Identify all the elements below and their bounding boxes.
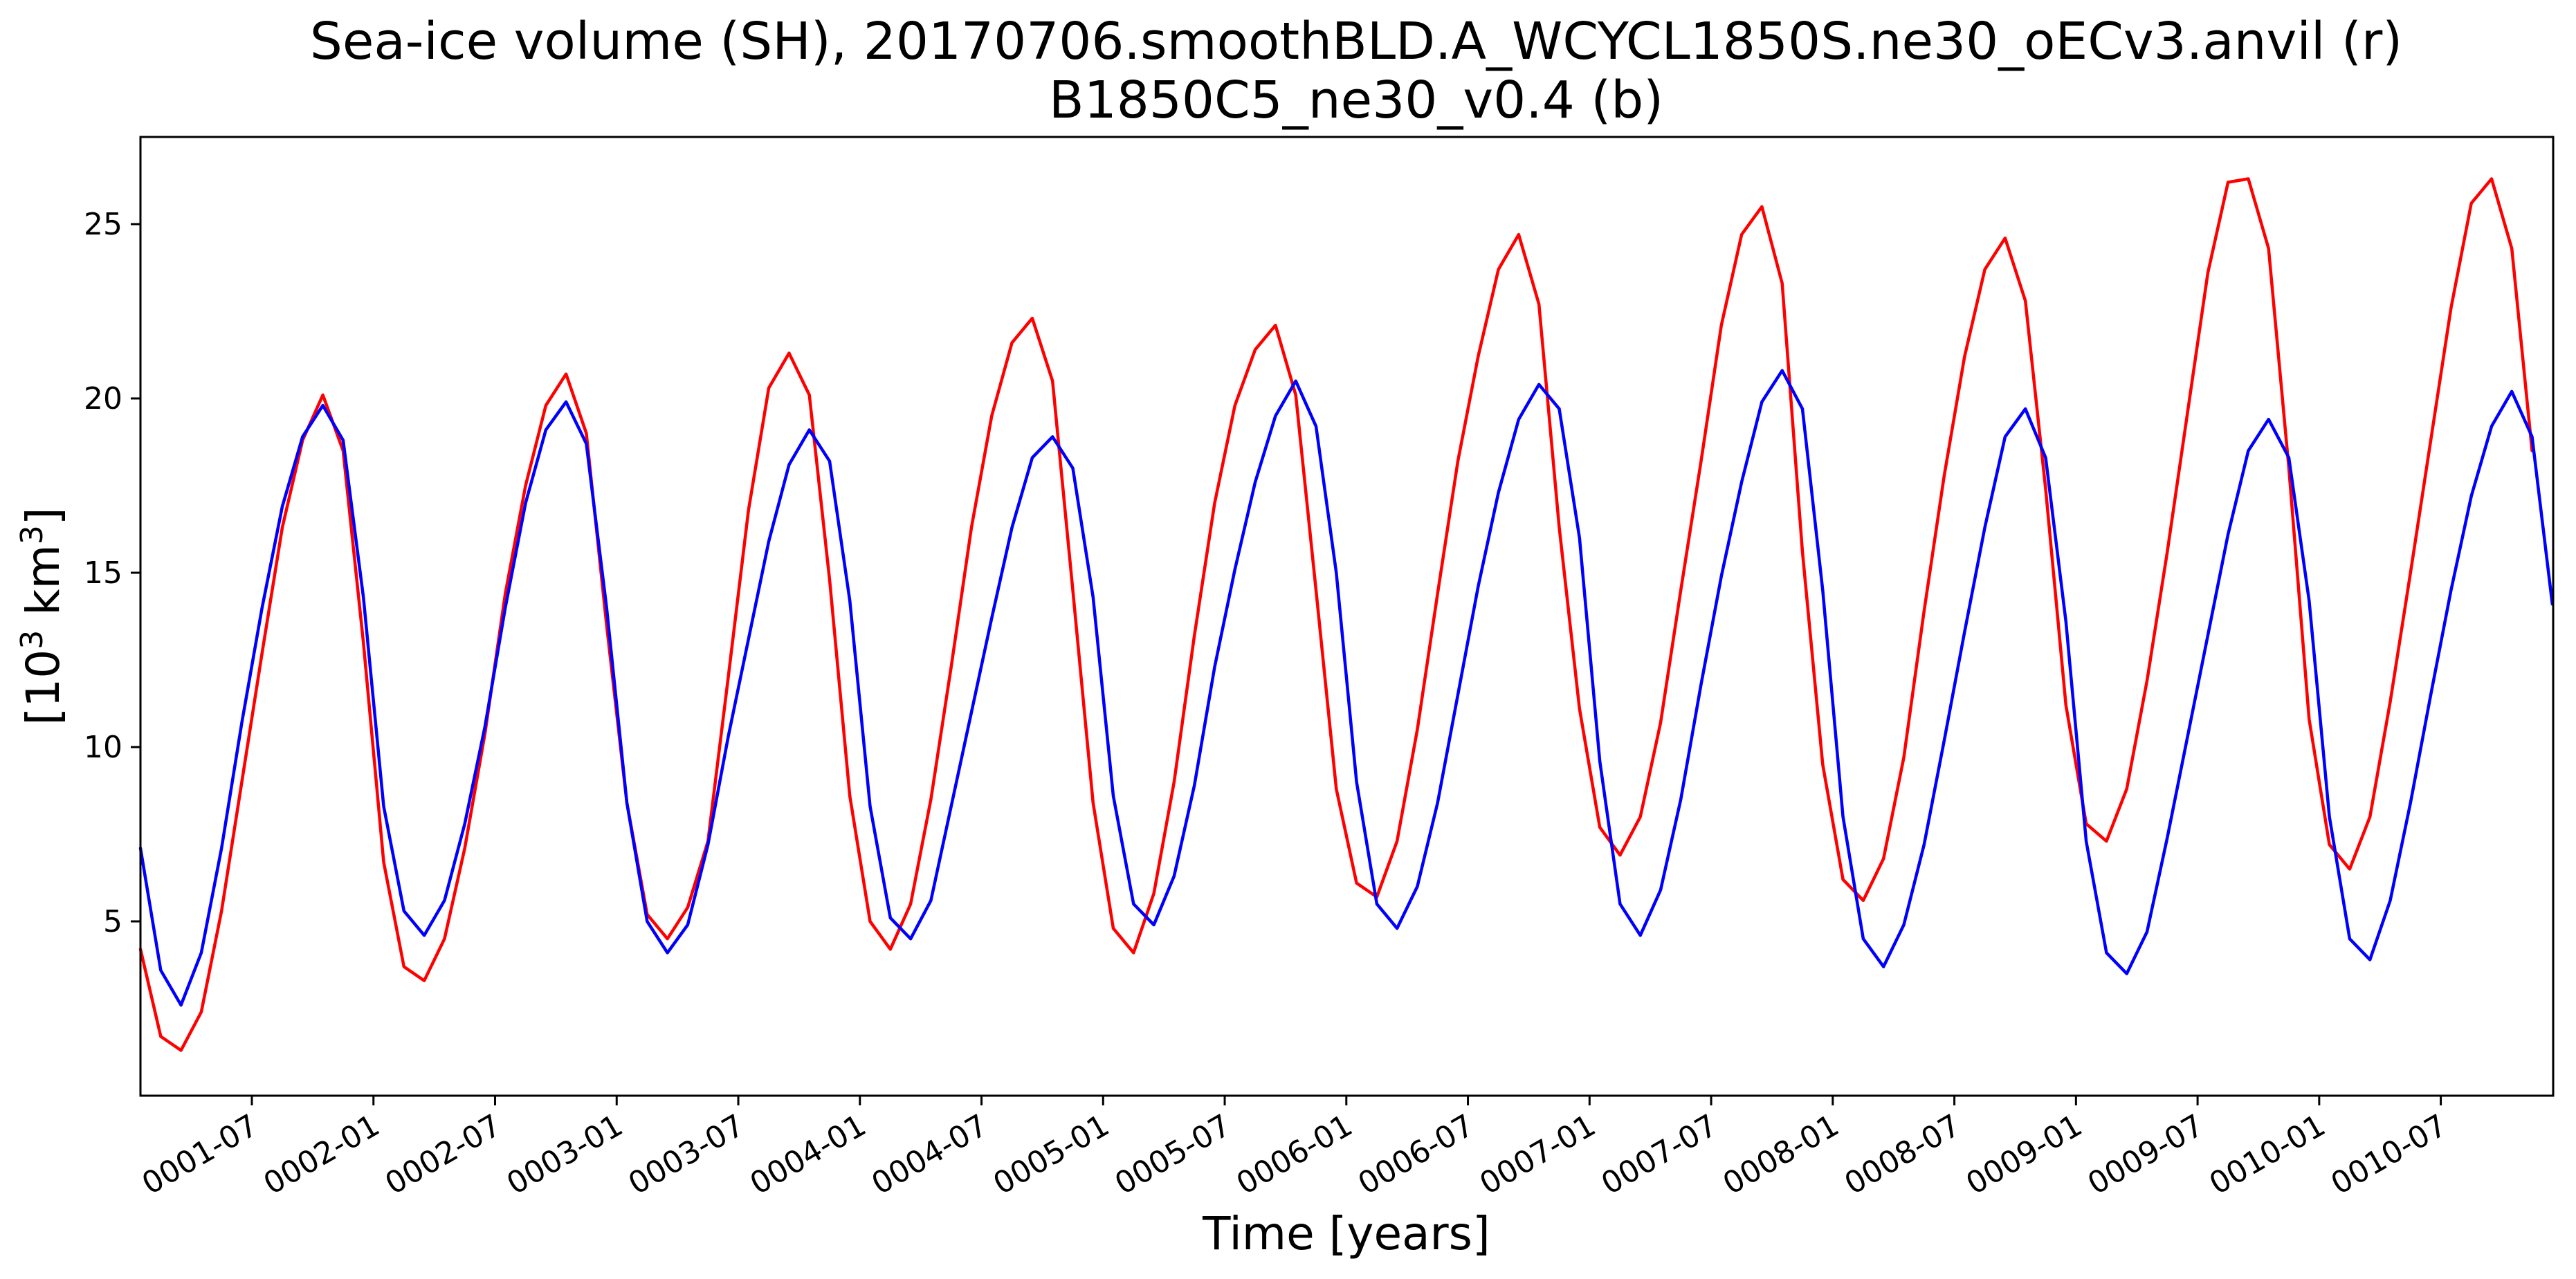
y-tick-label: 5 (103, 904, 122, 939)
chart-title-line-2: B1850C5_ne30_v0.4 (b) (1049, 71, 1663, 130)
y-axis-label-unit: km (17, 544, 70, 630)
y-axis-label-base: [10 (17, 650, 70, 726)
y-axis: 5 10 15 20 25 (84, 207, 140, 939)
series-line-red: 20170706.smoothBLD.A_WCYCL1850S.ne30_oEC… (138, 177, 2534, 1052)
y-axis-label-exponent: 3 (15, 630, 50, 650)
y-tick-label: 15 (84, 555, 122, 591)
plot-area: 20170706.smoothBLD.A_WCYCL1850S.ne30_oEC… (138, 177, 2555, 1052)
y-axis-label-unit-exponent: 3 (15, 525, 50, 544)
y-axis-label-close: ] (17, 508, 70, 526)
y-axis-label: [103 km3] (15, 508, 70, 726)
y-tick-label: 20 (84, 381, 122, 416)
y-tick-label: 25 (84, 207, 122, 242)
x-axis-label: Time [years] (1202, 1207, 1490, 1260)
y-tick-label: 10 (84, 730, 122, 765)
chart-title-line-1: Sea-ice volume (SH), 20170706.smoothBLD.… (310, 12, 2402, 71)
series-line-blue: B1850C5_ne30_v0.4 (138, 369, 2555, 1007)
